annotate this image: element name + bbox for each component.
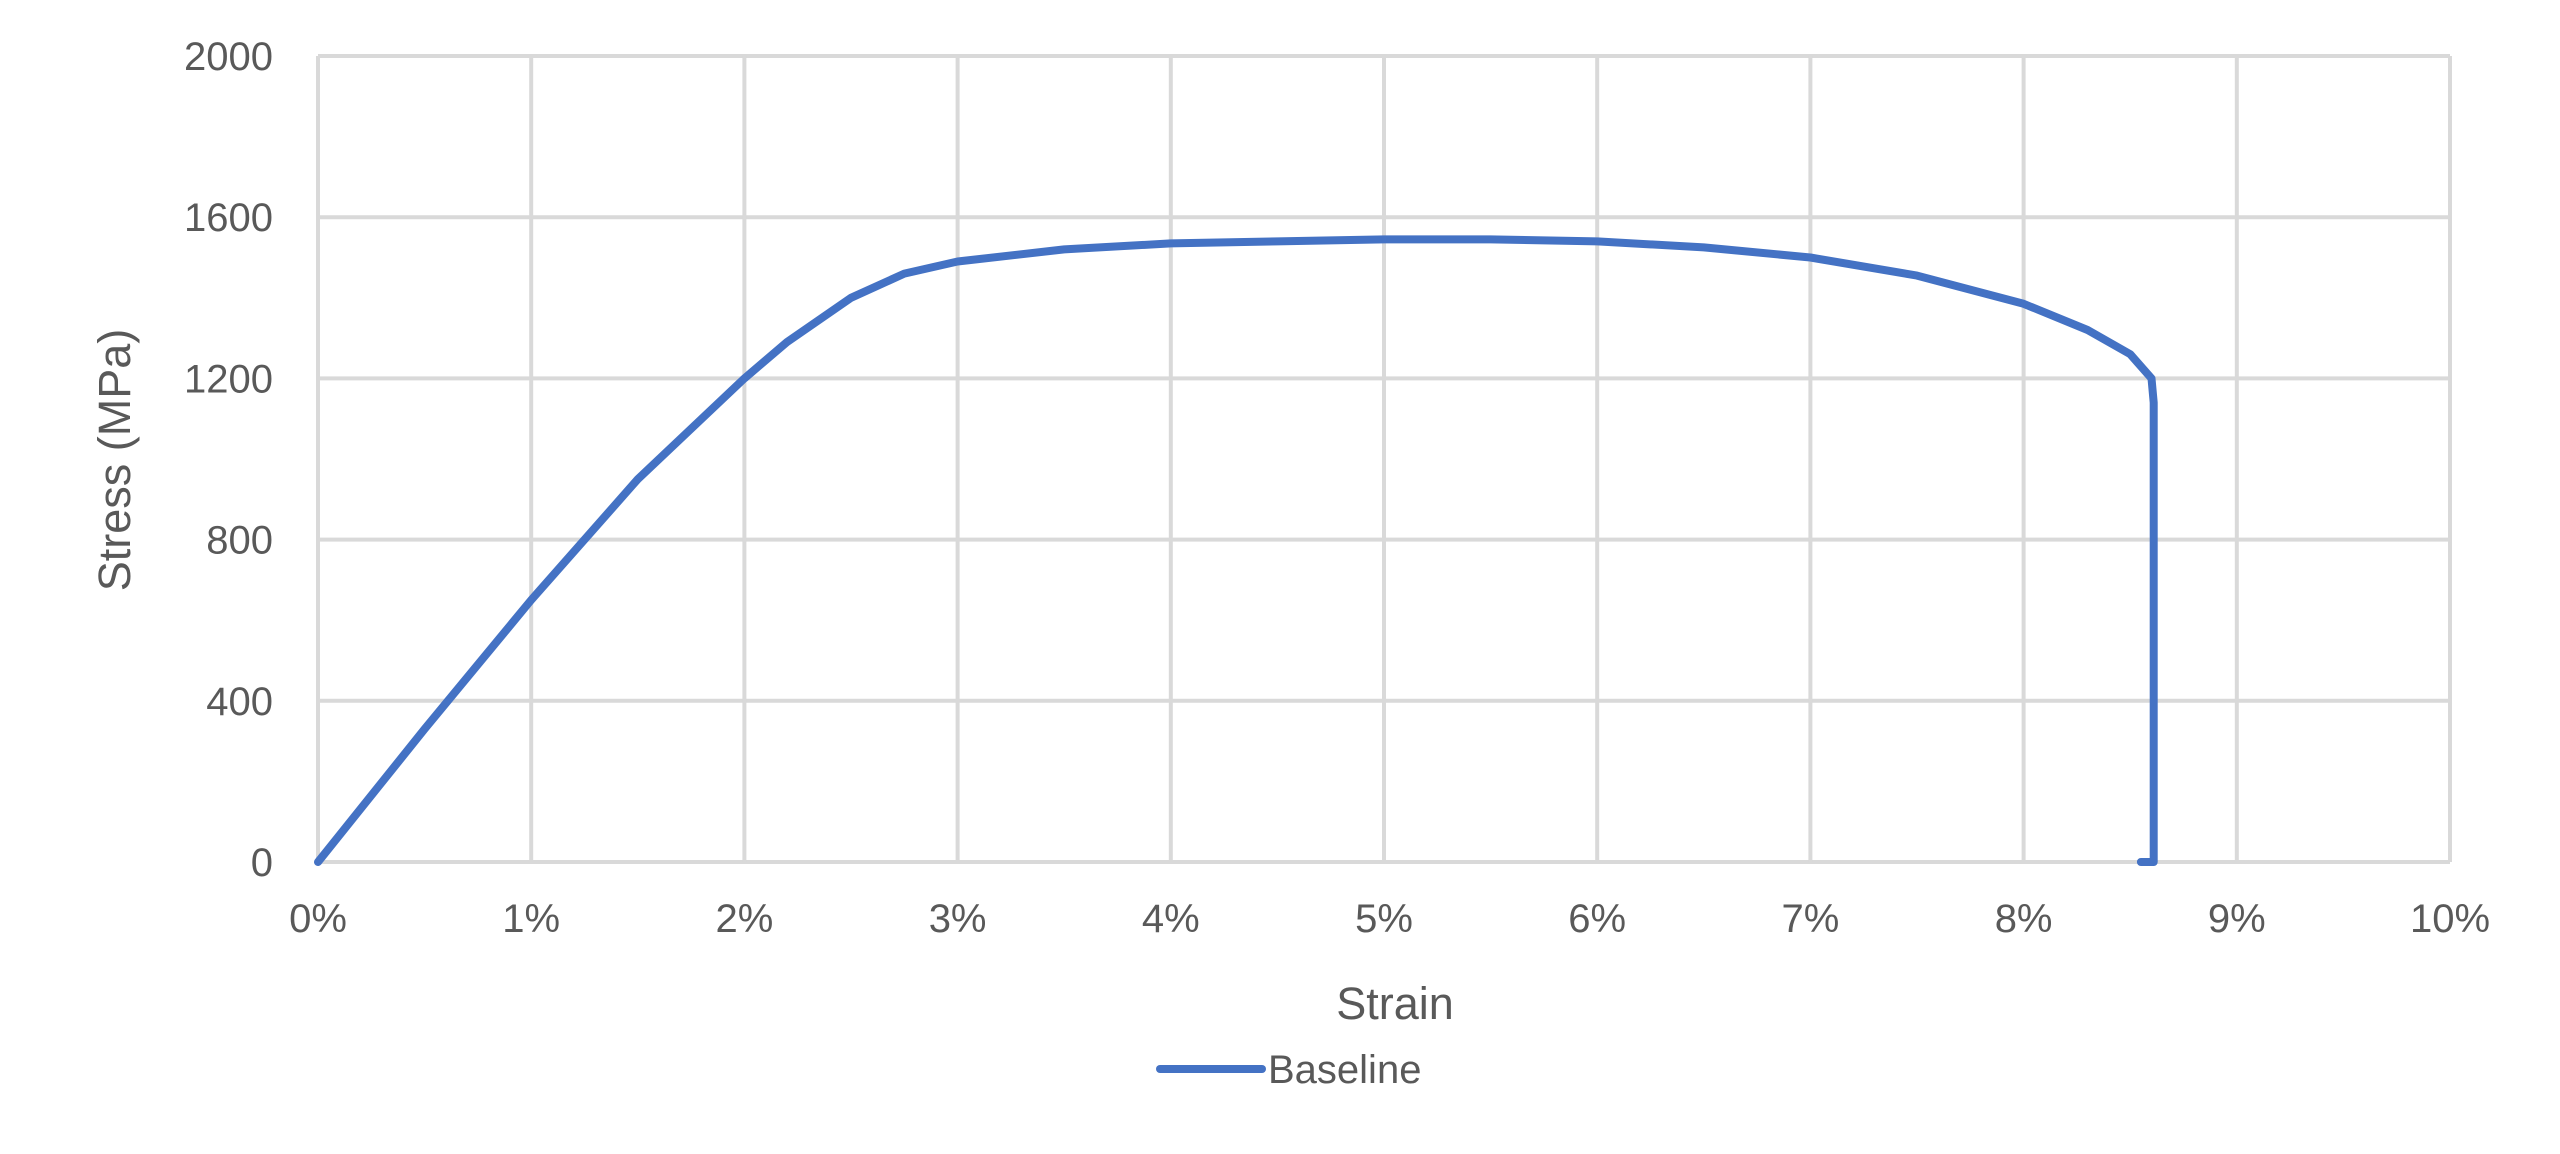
x-tick-label: 2% bbox=[715, 897, 773, 941]
legend-label-baseline: Baseline bbox=[1268, 1048, 1421, 1092]
x-tick-label: 1% bbox=[502, 897, 560, 941]
x-tick-label: 4% bbox=[1142, 897, 1200, 941]
series-lines bbox=[314, 235, 2158, 866]
x-tick-label: 10% bbox=[2410, 897, 2490, 941]
x-axis-title: Strain bbox=[1336, 978, 1454, 1029]
x-tick-label: 5% bbox=[1355, 897, 1413, 941]
legend: Baseline bbox=[1156, 1048, 1421, 1092]
x-tick-label: 6% bbox=[1568, 897, 1626, 941]
y-tick-label: 0 bbox=[251, 841, 273, 885]
y-tick-label: 1600 bbox=[184, 196, 273, 240]
grid-lines bbox=[316, 54, 2452, 864]
y-axis-title: Stress (MPa) bbox=[89, 329, 140, 592]
y-tick-label: 2000 bbox=[184, 35, 273, 79]
series-line-baseline bbox=[314, 235, 2158, 866]
x-tick-label: 9% bbox=[2208, 897, 2266, 941]
x-tick-label: 3% bbox=[929, 897, 987, 941]
y-tick-label: 800 bbox=[206, 519, 273, 563]
x-tick-label: 0% bbox=[289, 897, 347, 941]
y-tick-label: 400 bbox=[206, 680, 273, 724]
x-tick-label: 7% bbox=[1781, 897, 1839, 941]
y-tick-label: 1200 bbox=[184, 357, 273, 401]
tick-labels: 0 400 800 1200 1600 2000 0% 1% 2% 3% 4% 5% 6% 7% 8% 9% 1… bbox=[184, 35, 2490, 941]
x-tick-label: 8% bbox=[1995, 897, 2053, 941]
